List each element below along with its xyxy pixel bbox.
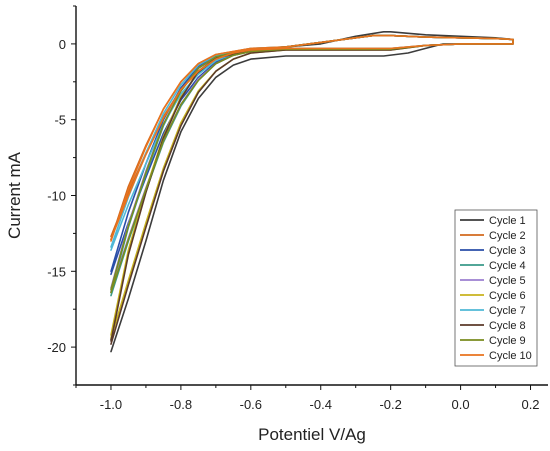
legend-label: Cycle 8	[489, 320, 526, 332]
series-line-cycle-10	[110, 34, 514, 242]
x-axis-title: Potentiel V/Ag	[258, 425, 366, 444]
x-tick-label: 0.0	[452, 397, 470, 412]
legend-label: Cycle 1	[489, 215, 526, 227]
series-line-cycle-1	[110, 31, 514, 353]
y-axis-title: Current mA	[5, 151, 24, 239]
legend-label: Cycle 9	[489, 335, 526, 347]
legend-label: Cycle 2	[489, 230, 526, 242]
y-ticks: 0 -5 -10 -15 -20	[47, 5, 76, 386]
legend-label: Cycle 6	[489, 290, 526, 302]
x-tick-label: -1.0	[100, 397, 122, 412]
legend-label: Cycle 7	[489, 305, 526, 317]
legend-label: Cycle 4	[489, 260, 526, 272]
series-line-cycle-6	[110, 34, 514, 339]
x-ticks: -1.0 -0.8 -0.6 -0.4 -0.2 0.0 0.2	[75, 385, 540, 412]
series-line-cycle-3	[110, 34, 514, 276]
series-line-cycle-2	[110, 34, 514, 241]
y-tick-label: -10	[47, 189, 66, 204]
curves-layer	[110, 31, 514, 353]
series-line-cycle-8	[110, 34, 514, 345]
series-line-cycle-4	[110, 34, 514, 297]
x-tick-label: 0.2	[521, 397, 539, 412]
legend-label: Cycle 3	[489, 245, 526, 257]
legend-box	[454, 209, 538, 367]
series-line-cycle-9	[110, 34, 514, 294]
y-tick-label: 0	[59, 37, 66, 52]
legend-label: Cycle 10	[489, 350, 532, 362]
x-tick-label: -0.2	[379, 397, 401, 412]
series-line-cycle-7	[110, 34, 514, 251]
series-line-cycle-5	[110, 34, 514, 292]
x-tick-label: -0.6	[240, 397, 262, 412]
x-tick-label: -0.4	[310, 397, 332, 412]
x-tick-label: -0.8	[170, 397, 192, 412]
y-tick-label: -15	[47, 264, 66, 279]
y-tick-label: -20	[47, 340, 66, 355]
legend: Cycle 1 Cycle 2 Cycle 3 Cycle 4 Cycle 5 Cycle…	[454, 209, 538, 367]
y-tick-label: -5	[54, 113, 66, 128]
legend-label: Cycle 5	[489, 275, 526, 287]
